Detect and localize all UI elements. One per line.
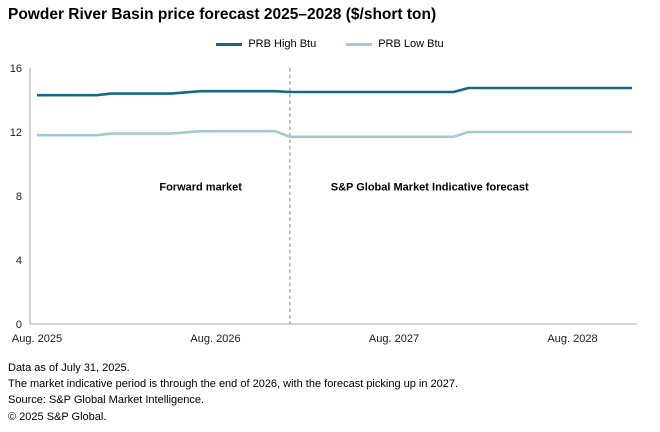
- footnote-copyright: © 2025 S&P Global.: [8, 410, 107, 423]
- chart-legend: PRB High Btu PRB Low Btu: [0, 38, 660, 50]
- x-tick-label: Aug. 2025: [12, 333, 62, 345]
- y-tick-label: 4: [16, 255, 22, 267]
- chart-title: Powder River Basin price forecast 2025–2…: [8, 6, 437, 23]
- legend-line-swatch: [216, 42, 243, 46]
- annotation-forward-market: Forward market: [159, 181, 242, 193]
- legend-label: PRB High Btu: [248, 38, 317, 50]
- series-line-prb-low-btu: [37, 129, 632, 139]
- footnote-indicative-period: The market indicative period is through …: [8, 378, 459, 391]
- x-tick-label: Aug. 2026: [190, 333, 240, 345]
- x-tick-label: Aug. 2027: [369, 333, 419, 345]
- legend-item-prb-high-btu: PRB High Btu: [216, 38, 316, 50]
- legend-label: PRB Low Btu: [378, 38, 444, 50]
- y-tick-label: 0: [16, 319, 22, 331]
- y-tick-label: 8: [16, 191, 22, 203]
- legend-item-prb-low-btu: PRB Low Btu: [346, 38, 444, 50]
- legend-line-swatch: [346, 42, 373, 46]
- annotation-s-p-global-market-indicative-forecast: S&P Global Market Indicative forecast: [331, 181, 529, 193]
- footnote-source: Source: S&P Global Market Intelligence.: [8, 394, 205, 407]
- footnotes: Data as of July 31, 2025. The market ind…: [8, 360, 458, 425]
- footnote-data-as-of: Data as of July 31, 2025.: [8, 362, 130, 374]
- x-tick-label: Aug. 2028: [547, 333, 597, 345]
- y-tick-label: 16: [10, 63, 22, 75]
- series-line-prb-high-btu: [37, 86, 632, 97]
- y-tick-label: 12: [10, 127, 22, 139]
